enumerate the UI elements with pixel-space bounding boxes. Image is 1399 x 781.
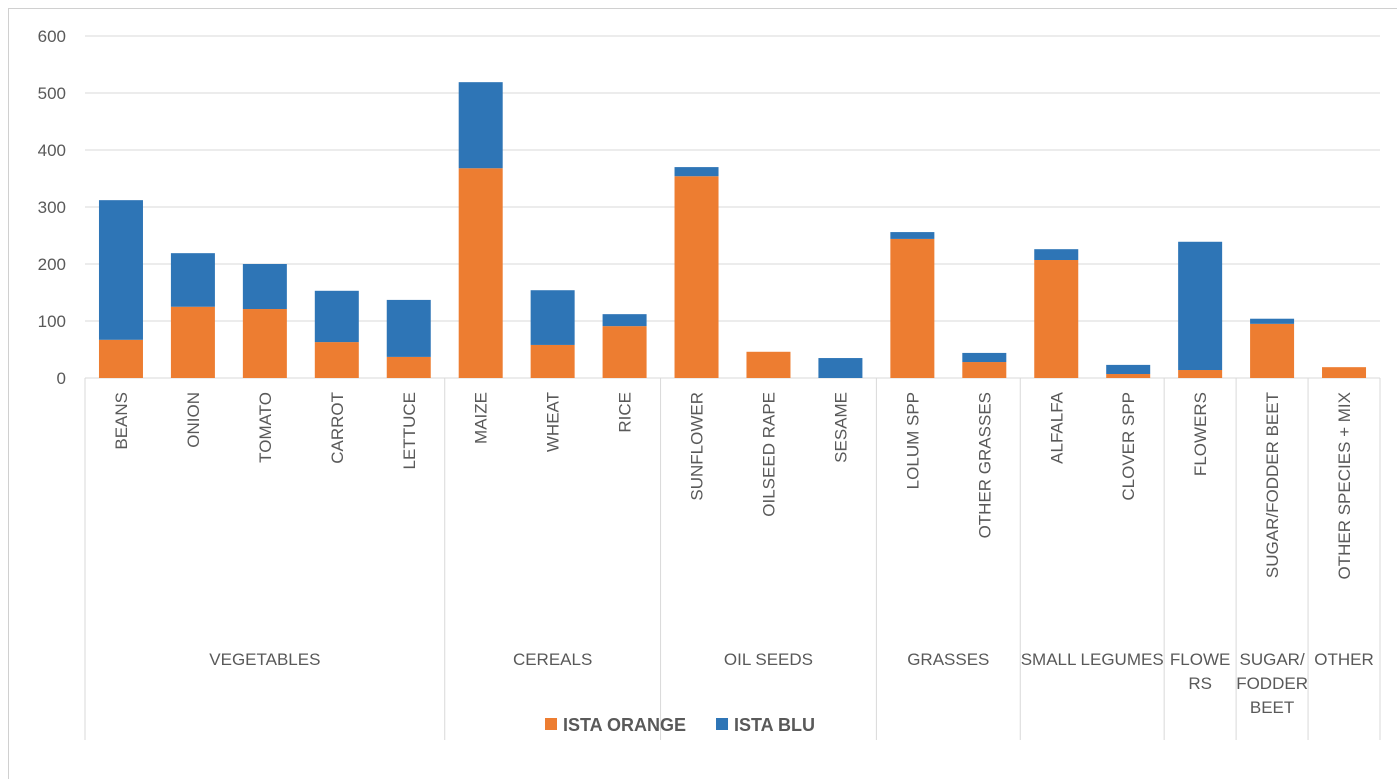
bar-segment (602, 326, 647, 378)
bar-segment (1250, 323, 1295, 378)
bar-segment (314, 290, 359, 343)
bar-segment (242, 264, 287, 310)
bar-segment (242, 309, 287, 378)
bar-segment (818, 358, 863, 378)
y-tick-label: 0 (57, 369, 66, 388)
bar-segment (1250, 318, 1295, 324)
y-tick-label: 500 (38, 84, 66, 103)
bar-segment (1106, 364, 1151, 375)
x-tick-label: CARROT (328, 392, 347, 464)
group-label: GRASSES (907, 650, 990, 669)
legend-swatch (716, 718, 729, 730)
bar-segment (890, 238, 935, 378)
x-tick-label: SUNFLOWER (688, 392, 707, 501)
bar-segment (530, 344, 575, 378)
legend-swatch (545, 718, 557, 730)
x-tick-label: MAIZE (472, 392, 491, 444)
bar-segment (602, 314, 647, 327)
bar-segment (1034, 260, 1079, 378)
y-tick-label: 400 (38, 141, 66, 160)
bar-segment (1178, 370, 1223, 378)
x-tick-label: OILSEED RAPE (759, 392, 778, 517)
x-tick-label: SUGAR/FODDER BEET (1263, 392, 1282, 578)
x-tick-label: LOLUM SPP (903, 392, 922, 489)
group-label: OIL SEEDS (723, 650, 814, 669)
bar-segment (170, 253, 215, 307)
x-tick-label: TOMATO (256, 392, 275, 463)
x-tick-label: CLOVER SPP (1119, 392, 1138, 501)
x-tick-label: OTHER GRASSES (975, 392, 994, 538)
x-tick-label: ALFALFA (1047, 391, 1066, 463)
x-tick-label: WHEAT (544, 392, 563, 452)
bar-segment (1322, 367, 1367, 378)
legend-label: ISTA BLU (734, 715, 815, 735)
bar-segment (98, 339, 143, 378)
bar-segment (98, 200, 143, 340)
y-tick-label: 600 (38, 27, 66, 46)
x-tick-label: ONION (184, 392, 203, 448)
bar-segment (1034, 249, 1079, 261)
group-label: OTHER (1314, 650, 1374, 669)
bar-segment (746, 351, 791, 378)
bar-segment (674, 176, 719, 378)
y-tick-label: 300 (38, 198, 66, 217)
group-label: SMALL LEGUMES (1020, 650, 1164, 669)
bar-segment (962, 362, 1007, 378)
bar-segment (674, 167, 719, 177)
bar-segment (890, 232, 935, 239)
x-tick-label: BEANS (112, 392, 131, 450)
chart-frame (8, 8, 1397, 779)
y-tick-label: 100 (38, 312, 66, 331)
bar-segment (1106, 374, 1151, 378)
x-tick-label: FLOWERS (1191, 392, 1210, 476)
bar-segment (458, 82, 503, 169)
bar-segment (458, 168, 503, 378)
bar-segment (530, 290, 575, 345)
group-label: VEGETABLES (209, 650, 321, 669)
x-tick-label: OTHER SPECIES + MIX (1335, 392, 1354, 580)
bar-segment (314, 342, 359, 378)
x-tick-label: LETTUCE (400, 392, 419, 469)
legend-label: ISTA ORANGE (563, 715, 686, 735)
bar-segment (386, 356, 431, 378)
bar-segment (386, 299, 431, 357)
group-label: FLOWERS (1169, 650, 1231, 693)
bar-segment (170, 306, 215, 378)
group-label: CEREALS (512, 650, 593, 669)
y-tick-label: 200 (38, 255, 66, 274)
x-tick-label: SESAME (831, 392, 850, 463)
x-tick-label: RICE (616, 392, 635, 433)
bar-segment (1178, 241, 1223, 371)
group-label: SUGAR/FODDER BEET (1236, 650, 1308, 717)
bar-segment (962, 352, 1007, 363)
